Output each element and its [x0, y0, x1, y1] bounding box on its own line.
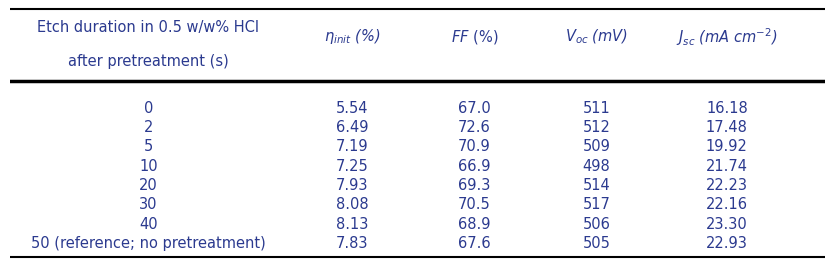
Text: 72.6: 72.6	[458, 120, 491, 135]
Text: after pretreatment (s): after pretreatment (s)	[68, 54, 229, 69]
Text: 10: 10	[139, 159, 158, 174]
Text: $V_\mathregular{oc}$ (mV): $V_\mathregular{oc}$ (mV)	[565, 27, 628, 46]
Text: 514: 514	[582, 178, 610, 193]
Text: 30: 30	[140, 197, 158, 212]
Text: $J_\mathregular{sc}$ (mA cm$^{-2}$): $J_\mathregular{sc}$ (mA cm$^{-2}$)	[676, 26, 777, 48]
Text: 70.5: 70.5	[458, 197, 491, 212]
Text: $\eta_\mathregular{init}$ (%): $\eta_\mathregular{init}$ (%)	[324, 27, 380, 46]
Text: 70.9: 70.9	[458, 139, 491, 154]
Text: 506: 506	[582, 217, 610, 232]
Text: 7.19: 7.19	[336, 139, 368, 154]
Text: 66.9: 66.9	[458, 159, 491, 174]
Text: 5.54: 5.54	[336, 101, 368, 116]
Text: 7.83: 7.83	[336, 236, 368, 251]
Text: 512: 512	[582, 120, 610, 135]
Text: 511: 511	[582, 101, 610, 116]
Text: 22.16: 22.16	[706, 197, 748, 212]
Text: 8.13: 8.13	[336, 217, 368, 232]
Text: 19.92: 19.92	[706, 139, 748, 154]
Text: 69.3: 69.3	[458, 178, 491, 193]
Text: 40: 40	[139, 217, 158, 232]
Text: 509: 509	[582, 139, 610, 154]
Text: 23.30: 23.30	[706, 217, 748, 232]
Text: 7.25: 7.25	[335, 159, 368, 174]
Text: 6.49: 6.49	[336, 120, 368, 135]
Text: Etch duration in 0.5 w/w% HCl: Etch duration in 0.5 w/w% HCl	[37, 20, 259, 35]
Text: 498: 498	[582, 159, 610, 174]
Text: 2: 2	[144, 120, 153, 135]
Text: 8.08: 8.08	[336, 197, 368, 212]
Text: 22.23: 22.23	[706, 178, 748, 193]
Text: 22.93: 22.93	[706, 236, 748, 251]
Text: 50 (reference; no pretreatment): 50 (reference; no pretreatment)	[31, 236, 266, 251]
Text: 17.48: 17.48	[706, 120, 748, 135]
Text: 21.74: 21.74	[706, 159, 748, 174]
Text: 67.6: 67.6	[458, 236, 491, 251]
Text: 68.9: 68.9	[458, 217, 491, 232]
Text: $\mathit{FF}$ (%): $\mathit{FF}$ (%)	[450, 28, 498, 46]
Text: 5: 5	[144, 139, 153, 154]
Text: 7.93: 7.93	[336, 178, 368, 193]
Text: 16.18: 16.18	[706, 101, 748, 116]
Text: 0: 0	[144, 101, 153, 116]
Text: 517: 517	[582, 197, 610, 212]
Text: 67.0: 67.0	[458, 101, 491, 116]
Text: 20: 20	[139, 178, 158, 193]
Text: 505: 505	[582, 236, 610, 251]
